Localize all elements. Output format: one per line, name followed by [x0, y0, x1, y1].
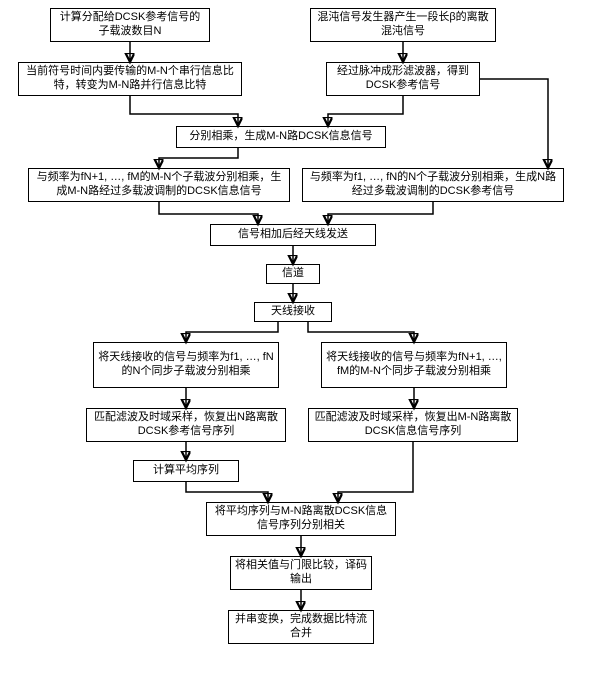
node-label: 与频率为f1, …, fN的N个子载波分别相乘，生成N路经过多载波调制的DCSK…	[307, 171, 559, 199]
node-label: 经过脉冲成形滤波器，得到DCSK参考信号	[331, 65, 475, 93]
node-label: 当前符号时间内要传输的M-N个串行信息比特，转变为M-N路并行信息比特	[23, 65, 237, 93]
node-label: 并串变换，完成数据比特流合并	[233, 613, 369, 641]
node-rx-mult-info: 将天线接收的信号与频率为fN+1, …, fM的M-N个同步子载波分别相乘	[321, 342, 507, 388]
node-correlate: 将平均序列与M-N路离散DCSK信息信号序列分别相关	[206, 502, 396, 536]
node-antenna-rx: 天线接收	[254, 302, 332, 322]
node-label: 计算分配给DCSK参考信号的子载波数目N	[55, 11, 205, 39]
node-label: 将相关值与门限比较，译码输出	[235, 559, 367, 587]
node-label: 匹配滤波及时域采样，恢复出M-N路离散DCSK信息信号序列	[313, 411, 513, 439]
node-label: 信号相加后经天线发送	[238, 228, 348, 242]
node-pulse-filter: 经过脉冲成形滤波器，得到DCSK参考信号	[326, 62, 480, 96]
node-label: 将天线接收的信号与频率为f1, …, fN的N个同步子载波分别相乘	[98, 351, 274, 379]
node-subcarrier-info: 与频率为fN+1, …, fM的M-N个子载波分别相乘，生成M-N路经过多载波调…	[28, 168, 290, 202]
node-label: 匹配滤波及时域采样，恢复出N路离散DCSK参考信号序列	[91, 411, 281, 439]
node-rx-mult-ref: 将天线接收的信号与频率为f1, …, fN的N个同步子载波分别相乘	[93, 342, 279, 388]
node-matched-filter-info: 匹配滤波及时域采样，恢复出M-N路离散DCSK信息信号序列	[308, 408, 518, 442]
node-sum-transmit: 信号相加后经天线发送	[210, 224, 376, 246]
node-avg-seq: 计算平均序列	[133, 460, 239, 482]
node-label: 与频率为fN+1, …, fM的M-N个子载波分别相乘，生成M-N路经过多载波调…	[33, 171, 285, 199]
node-label: 计算平均序列	[153, 464, 219, 478]
node-subcarrier-ref: 与频率为f1, …, fN的N个子载波分别相乘，生成N路经过多载波调制的DCSK…	[302, 168, 564, 202]
node-label: 将平均序列与M-N路离散DCSK信息信号序列分别相关	[211, 505, 391, 533]
node-chaos-gen: 混沌信号发生器产生一段长β的离散混沌信号	[310, 8, 496, 42]
node-channel: 信道	[266, 264, 320, 284]
flowchart-container: 计算分配给DCSK参考信号的子载波数目N 混沌信号发生器产生一段长β的离散混沌信…	[8, 8, 594, 692]
node-multiply: 分别相乘，生成M-N路DCSK信息信号	[176, 126, 386, 148]
node-label: 天线接收	[271, 305, 315, 319]
node-parallel-serial: 并串变换，完成数据比特流合并	[228, 610, 374, 644]
node-calc-n: 计算分配给DCSK参考信号的子载波数目N	[50, 8, 210, 42]
node-threshold: 将相关值与门限比较，译码输出	[230, 556, 372, 590]
node-serial-parallel: 当前符号时间内要传输的M-N个串行信息比特，转变为M-N路并行信息比特	[18, 62, 242, 96]
node-label: 分别相乘，生成M-N路DCSK信息信号	[189, 130, 372, 144]
node-label: 信道	[282, 267, 304, 281]
node-label: 混沌信号发生器产生一段长β的离散混沌信号	[315, 11, 491, 39]
node-label: 将天线接收的信号与频率为fN+1, …, fM的M-N个同步子载波分别相乘	[326, 351, 502, 379]
node-matched-filter-ref: 匹配滤波及时域采样，恢复出N路离散DCSK参考信号序列	[86, 408, 286, 442]
